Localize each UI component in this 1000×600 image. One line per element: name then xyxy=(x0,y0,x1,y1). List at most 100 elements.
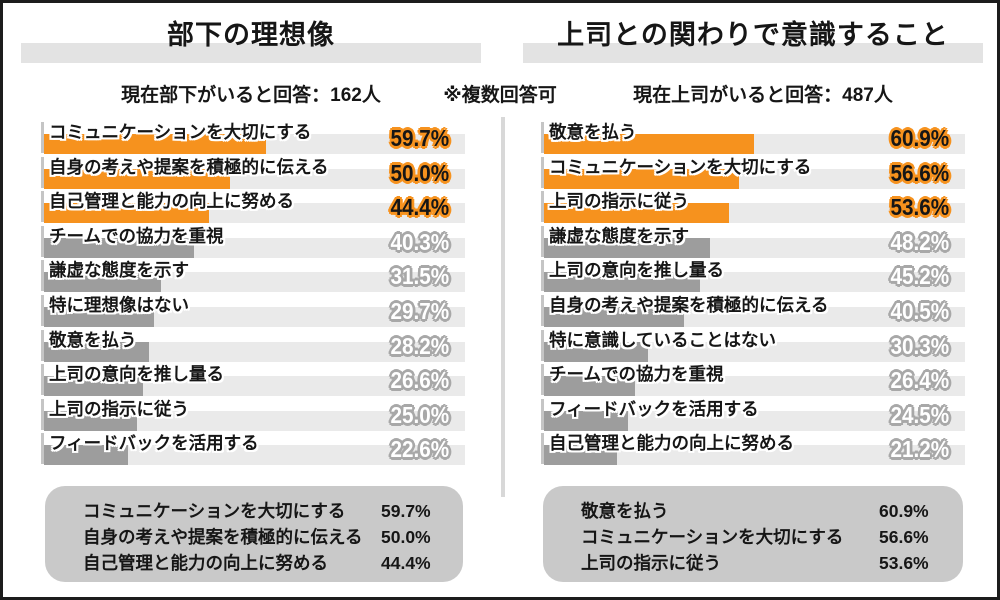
bar-row: 自己管理と能力の向上に努める 44.4% xyxy=(41,190,465,225)
summary-row: 敬意を払う 60.9% xyxy=(581,498,963,524)
bar-value: 56.6% xyxy=(890,159,949,186)
summary-value: 50.0% xyxy=(381,527,431,547)
bar-label: 特に理想像はない xyxy=(49,294,189,315)
bar-label: 上司の指示に従う xyxy=(549,191,689,212)
bar-value: 30.3% xyxy=(890,332,949,359)
left-chart-subtitle: 現在部下がいると回答：162人 xyxy=(121,85,381,106)
bar xyxy=(44,376,143,397)
row-tick xyxy=(541,122,544,153)
right-summary-box: 敬意を払う 60.9% コミュニケーションを大切にする 56.6% 上司の指示に従う 53… xyxy=(543,486,963,582)
bar-label: 上司の指示に従う xyxy=(49,398,189,419)
bar xyxy=(44,306,155,327)
bar-row: 謙虚な態度を示す 31.5% xyxy=(41,259,465,294)
bar-value: 60.9% xyxy=(890,125,949,151)
bar xyxy=(544,168,740,189)
bar-track xyxy=(544,376,965,397)
bar-row: 自己管理と能力の向上に努める 21.2% xyxy=(541,432,965,467)
summary-label: コミュニケーションを大切にする xyxy=(581,527,844,547)
summary-row: 自身の考えや提案を積極的に伝える 50.0% xyxy=(83,524,463,550)
bar-track xyxy=(44,376,465,397)
bar-value: 26.6% xyxy=(390,367,449,394)
row-tick xyxy=(541,364,544,396)
right-chart-title: 上司との関わりで意識すること xyxy=(557,20,949,50)
bar-value: 25.0% xyxy=(390,401,449,428)
summary-label: 敬意を払う xyxy=(581,501,669,521)
bar-value: 31.5% xyxy=(390,263,449,290)
right-bar-chart: 敬意を払う 60.9% コミュニケーションを大切にする 56.6% 上司の指示に従う 53… xyxy=(541,121,965,467)
bar-label: コミュニケーションを大切にする xyxy=(49,122,312,142)
bar-value: 59.7% xyxy=(390,125,449,151)
row-tick xyxy=(541,260,544,292)
summary-value: 53.6% xyxy=(879,553,929,573)
bar-label: 謙虚な態度を示す xyxy=(549,225,689,246)
row-tick xyxy=(41,433,44,465)
summary-row: 上司の指示に従う 53.6% xyxy=(581,550,963,576)
row-tick xyxy=(41,398,44,430)
bar-value: 26.4% xyxy=(890,367,949,394)
row-tick xyxy=(41,329,44,361)
bar-row: チームでの協力を重視 40.3% xyxy=(41,225,465,260)
row-tick xyxy=(541,329,544,361)
bar-row: フィードバックを活用する 24.5% xyxy=(541,398,965,433)
bar-label: 謙虚な態度を示す xyxy=(49,260,189,281)
bar-value: 28.2% xyxy=(390,332,449,359)
bar-row: 上司の意向を推し量る 45.2% xyxy=(541,259,965,294)
bar-label: 敬意を払う xyxy=(549,122,637,142)
bar xyxy=(544,203,729,224)
bar xyxy=(544,134,754,154)
bar-label: フィードバックを活用する xyxy=(549,398,759,419)
right-chart-subtitle: 現在上司がいると回答：487人 xyxy=(633,85,893,106)
row-tick xyxy=(41,156,44,188)
left-title-block: 部下の理想像 xyxy=(21,19,481,63)
summary-label: コミュニケーションを大切にする xyxy=(83,501,346,521)
bar-row: 自身の考えや提案を積極的に伝える 50.0% xyxy=(41,156,465,191)
bar-value: 22.6% xyxy=(390,436,449,463)
bar xyxy=(44,134,267,154)
bar xyxy=(44,272,162,293)
row-tick xyxy=(41,260,44,292)
bar-value: 40.5% xyxy=(890,297,949,324)
left-bar-chart: コミュニケーションを大切にする 59.7% 自身の考えや提案を積極的に伝える 50.0… xyxy=(41,121,465,467)
bar xyxy=(544,410,629,431)
bar-row: フィードバックを活用する 22.6% xyxy=(41,432,465,467)
bar-label: 自身の考えや提案を積極的に伝える xyxy=(49,156,329,177)
bar-value: 53.6% xyxy=(890,194,949,221)
bar-row: 上司の意向を推し量る 26.6% xyxy=(41,363,465,398)
bar-row: 自身の考えや提案を積極的に伝える 40.5% xyxy=(541,294,965,329)
bar-label: 上司の意向を推し量る xyxy=(49,364,224,385)
row-tick xyxy=(41,122,44,153)
row-tick xyxy=(541,433,544,465)
bar-value: 48.2% xyxy=(890,228,949,255)
bar-track xyxy=(544,341,965,362)
summary-label: 上司の指示に従う xyxy=(581,553,721,573)
summary-row: コミュニケーションを大切にする 59.7% xyxy=(83,498,463,524)
bar-row: 特に理想像はない 29.7% xyxy=(41,294,465,329)
left-summary-box: コミュニケーションを大切にする 59.7% 自身の考えや提案を積極的に伝える 50.0… xyxy=(45,486,463,582)
bar xyxy=(544,237,711,258)
row-tick xyxy=(41,294,44,326)
bar-row: 敬意を払う 28.2% xyxy=(41,329,465,364)
bar xyxy=(44,203,210,224)
row-tick xyxy=(41,225,44,257)
row-tick xyxy=(541,156,544,188)
bar xyxy=(44,341,149,362)
bar xyxy=(544,306,684,327)
bar-track xyxy=(544,410,965,431)
bar-value: 45.2% xyxy=(890,263,949,290)
bar xyxy=(544,272,700,293)
bar xyxy=(44,237,194,258)
bar xyxy=(44,168,230,189)
row-tick xyxy=(41,364,44,396)
row-tick xyxy=(41,191,44,223)
summary-value: 44.4% xyxy=(381,553,431,573)
bar-row: 謙虚な態度を示す 48.2% xyxy=(541,225,965,260)
bar-row: 上司の指示に従う 53.6% xyxy=(541,190,965,225)
summary-label: 自己管理と能力の向上に努める xyxy=(83,553,328,573)
bar-label: 上司の意向を推し量る xyxy=(549,260,724,281)
left-chart-title: 部下の理想像 xyxy=(167,20,335,50)
bar-value: 29.7% xyxy=(390,297,449,324)
bar-track xyxy=(544,445,965,466)
right-title-highlight xyxy=(523,43,983,63)
bar-row: 特に意識していることはない 30.3% xyxy=(541,329,965,364)
